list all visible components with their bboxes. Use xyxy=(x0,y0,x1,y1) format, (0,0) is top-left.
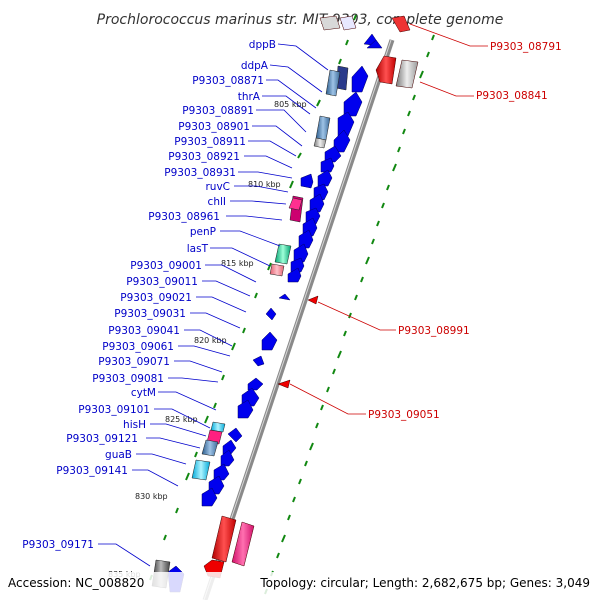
gene-arrow xyxy=(277,379,291,389)
gene-label: P9303_09011 xyxy=(126,276,198,288)
gene-box xyxy=(288,197,303,211)
genome-backbone xyxy=(202,39,395,600)
right-leader-lines xyxy=(289,23,488,415)
gene-arrow xyxy=(395,59,419,89)
left-leader-lines xyxy=(98,43,329,567)
gene-arrow xyxy=(337,111,355,137)
tick-marks-inner xyxy=(149,14,357,581)
gene-label: dppB xyxy=(249,39,276,51)
gene-label: P9303_09081 xyxy=(92,373,164,385)
gene-arrow xyxy=(293,243,309,263)
gene-label: P9303_08911 xyxy=(174,136,246,148)
gene-label: P9303_09061 xyxy=(102,341,174,353)
gene-arrow xyxy=(309,193,325,213)
gene-arrow xyxy=(211,515,237,563)
gene-box xyxy=(269,263,285,277)
gene-label: P9303_08921 xyxy=(168,151,240,163)
gene-arrow xyxy=(391,15,411,33)
gene-box xyxy=(210,421,226,433)
gene-arrow xyxy=(298,229,314,249)
gene-label: thrA xyxy=(238,91,261,103)
gene-label: chlI xyxy=(208,196,226,208)
gene-arrow xyxy=(290,257,305,273)
gene-arrow xyxy=(220,449,235,467)
gene-arrow xyxy=(319,15,341,31)
gene-arrow xyxy=(300,173,314,189)
gene-label: ddpA xyxy=(241,60,269,72)
gene-label: P9303_09041 xyxy=(108,325,180,337)
gene-arrow xyxy=(278,293,291,301)
gene-label: P9303_08991 xyxy=(398,325,470,337)
gene-label: P9303_09141 xyxy=(56,465,128,477)
gene-label: P9303_09101 xyxy=(78,404,150,416)
gene-arrow xyxy=(247,377,264,391)
gene-label: cytM xyxy=(131,387,156,399)
gene-label: P9303_09121 xyxy=(66,433,138,445)
map-title: Prochlorococcus marinus str. MIT 9303, c… xyxy=(97,12,504,28)
gene-label: ruvC xyxy=(205,181,230,193)
gene-box xyxy=(206,429,223,445)
scale-label: 805 kbp xyxy=(274,100,307,109)
gene-label: P9303_08871 xyxy=(192,75,264,87)
scale-label: 820 kbp xyxy=(194,336,227,345)
gene-box xyxy=(274,243,292,265)
gene-label: P9303_08791 xyxy=(490,41,562,53)
gene-arrow xyxy=(351,65,369,93)
gene-arrow xyxy=(227,427,243,443)
gene-label: P9303_09031 xyxy=(114,308,186,320)
gene-arrow xyxy=(343,91,363,117)
gene-arrow xyxy=(366,39,383,49)
gene-arrow xyxy=(317,169,333,187)
gene-label: P9303_08931 xyxy=(164,167,236,179)
gene-label: guaB xyxy=(105,449,132,461)
gene-arrow xyxy=(265,307,277,321)
scale-label: 810 kbp xyxy=(248,180,281,189)
left-labels: dppB ddpA P9303_08871 thrA P9303_08891 P… xyxy=(22,39,276,551)
gene-label: P9303_09171 xyxy=(22,539,94,551)
right-labels: P9303_08791 P9303_08841 P9303_08991 P930… xyxy=(368,41,562,421)
gene-label: lasT xyxy=(187,243,209,255)
gene-label: P9303_09071 xyxy=(98,356,170,368)
gene-box xyxy=(191,459,211,481)
scale-label: 825 kbp xyxy=(165,415,198,424)
gene-box xyxy=(313,137,327,149)
backbone-highlight xyxy=(203,39,392,600)
gene-arrow xyxy=(222,439,237,455)
gene-arrow xyxy=(339,15,357,31)
gene-arrow xyxy=(307,295,319,305)
colored-genes xyxy=(151,65,349,589)
scale-label: 830 kbp xyxy=(135,492,168,501)
gene-box xyxy=(325,69,341,97)
reverse-genes xyxy=(203,15,419,579)
gene-arrow xyxy=(252,355,265,367)
accession-text: Accession: NC_008820 xyxy=(8,576,144,590)
gene-label: P9303_09001 xyxy=(130,260,202,272)
gene-label: penP xyxy=(190,226,216,238)
scale-label: 815 kbp xyxy=(221,259,254,268)
gene-box xyxy=(201,439,219,457)
gene-label: hisH xyxy=(123,419,146,431)
gene-label: P9303_08891 xyxy=(182,105,254,117)
gene-label: P9303_08961 xyxy=(148,211,220,223)
gene-arrow xyxy=(237,399,254,419)
gene-arrow xyxy=(287,267,302,283)
gene-label: P9303_09021 xyxy=(120,292,192,304)
gene-label: P9303_09051 xyxy=(368,409,440,421)
gene-label: P9303_08901 xyxy=(178,121,250,133)
footer-background xyxy=(0,572,600,600)
gene-arrow xyxy=(375,55,397,85)
tick-marks xyxy=(264,34,435,595)
gene-arrow xyxy=(261,331,278,351)
topology-text: Topology: circular; Length: 2,682,675 bp… xyxy=(259,576,590,590)
gene-box xyxy=(315,115,331,141)
gene-arrow xyxy=(213,463,230,481)
gene-arrow xyxy=(231,521,255,567)
gene-arrow xyxy=(201,487,218,507)
gene-label: P9303_08841 xyxy=(476,90,548,102)
gene-arrow xyxy=(320,157,335,173)
